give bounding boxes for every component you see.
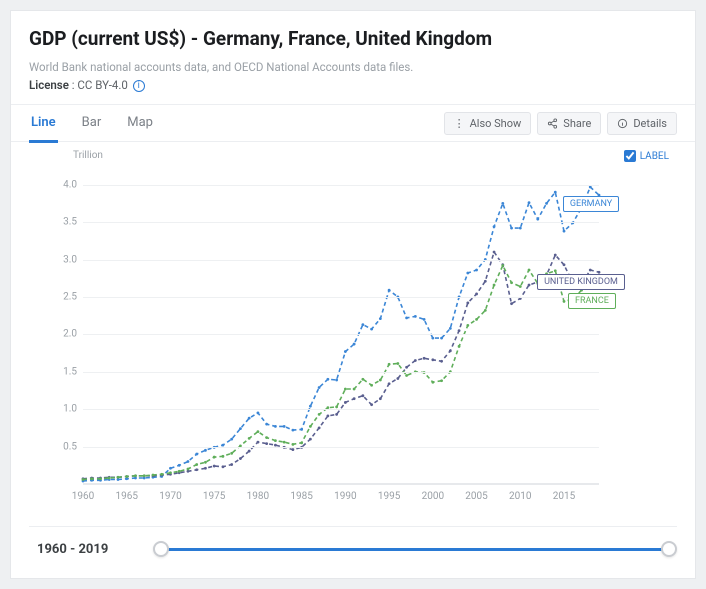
tab-bar[interactable]: Bar: [80, 105, 104, 142]
x-tick: 1960: [72, 491, 94, 502]
time-range-label: 1960 - 2019: [29, 542, 139, 557]
details-label: Details: [633, 117, 667, 130]
subtitle: World Bank national accounts data, and O…: [29, 60, 677, 74]
share-label: Share: [563, 117, 591, 130]
also-show-button[interactable]: ⋮ Also Show: [444, 112, 532, 135]
y-tick: 0.5: [49, 441, 77, 452]
time-range-bar: 1960 - 2019: [29, 526, 677, 559]
series-label-france[interactable]: FRANCE: [568, 293, 616, 309]
share-button[interactable]: Share: [537, 112, 601, 135]
x-tick: 1975: [203, 491, 225, 502]
slider-handle-end[interactable]: [661, 541, 677, 557]
also-show-label: Also Show: [470, 117, 522, 130]
action-buttons: ⋮ Also Show Share Details: [444, 112, 677, 135]
label-checkbox[interactable]: [624, 150, 636, 162]
dots-icon: ⋮: [454, 117, 465, 130]
tab-line[interactable]: Line: [29, 105, 58, 143]
x-tick: 2010: [509, 491, 531, 502]
x-tick: 2005: [465, 491, 487, 502]
slider-handle-start[interactable]: [153, 541, 169, 557]
y-tick: 3.0: [49, 254, 77, 265]
label-toggle[interactable]: LABEL: [624, 150, 669, 162]
details-icon: [617, 118, 628, 129]
slider-track: [157, 548, 673, 551]
chart-card: GDP (current US$) - Germany, France, Uni…: [10, 10, 696, 579]
y-tick: 4.0: [49, 179, 77, 190]
line-chart-svg: [83, 166, 599, 484]
x-tick: 1990: [334, 491, 356, 502]
info-icon[interactable]: i: [133, 80, 145, 92]
license-value: CC BY-4.0: [77, 78, 127, 92]
y-tick: 2.0: [49, 329, 77, 340]
label-toggle-text: LABEL: [640, 151, 669, 162]
page-title: GDP (current US$) - Germany, France, Uni…: [29, 27, 677, 50]
chart-toolbar: Line Bar Map ⋮ Also Show Share Details: [11, 104, 695, 142]
x-tick: 2015: [553, 491, 575, 502]
details-button[interactable]: Details: [607, 112, 677, 135]
time-slider[interactable]: [153, 539, 677, 559]
series-label-germany[interactable]: GERMANY: [563, 196, 619, 212]
range-end: 2019: [78, 542, 108, 557]
x-tick: 1995: [378, 491, 400, 502]
license-label: License: [29, 78, 69, 92]
x-tick: 1980: [247, 491, 269, 502]
plot-region: 0.51.01.52.02.53.03.54.01960196519701975…: [83, 166, 599, 484]
y-tick: 3.5: [49, 217, 77, 228]
series-label-united-kingdom[interactable]: UNITED KINGDOM: [537, 274, 625, 290]
x-tick: 1970: [159, 491, 181, 502]
license-line: License : CC BY-4.0 i: [29, 78, 677, 92]
x-tick: 2000: [422, 491, 444, 502]
tab-map[interactable]: Map: [125, 105, 155, 142]
y-tick: 1.5: [49, 366, 77, 377]
y-tick: 2.5: [49, 291, 77, 302]
y-tick: 1.0: [49, 404, 77, 415]
y-axis-unit: Trillion: [73, 150, 103, 161]
share-icon: [547, 118, 558, 129]
range-start: 1960: [37, 542, 67, 557]
x-tick: 1965: [115, 491, 137, 502]
chart-area: Trillion LABEL 0.51.01.52.02.53.03.54.01…: [29, 148, 677, 508]
chart-type-tabs: Line Bar Map: [29, 105, 155, 142]
x-tick: 1985: [290, 491, 312, 502]
